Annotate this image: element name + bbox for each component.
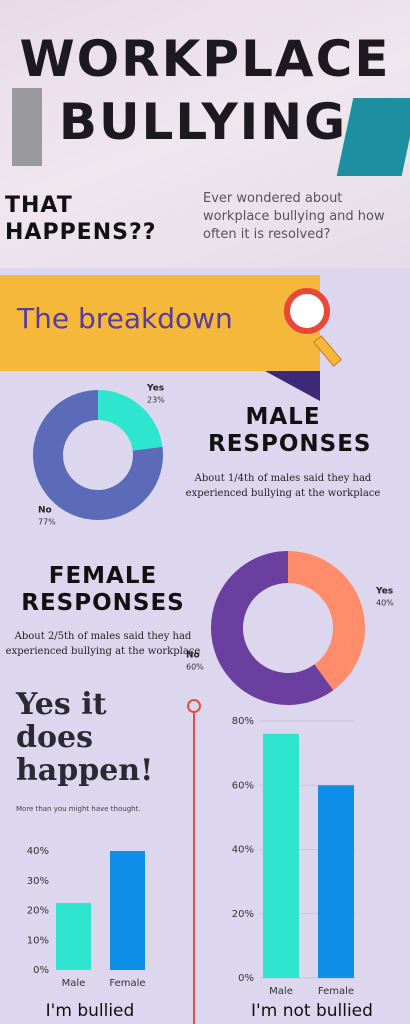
- bar: [318, 785, 354, 978]
- building-icon: [12, 88, 42, 166]
- callout-subtitle: More than you might have thought.: [16, 805, 141, 813]
- slice-value-label: 77%: [38, 518, 56, 527]
- y-tick-label: 80%: [232, 716, 254, 727]
- bar: [110, 851, 145, 970]
- slice-value-label: 40%: [376, 599, 394, 608]
- male-title: MALE RESPONSES: [208, 404, 372, 457]
- slice-label: No: [186, 651, 200, 661]
- slice-value-label: 23%: [147, 396, 165, 405]
- male-description: About 1/4th of males said they had exper…: [185, 473, 381, 499]
- y-tick-label: 60%: [232, 780, 254, 791]
- bar: [56, 903, 91, 970]
- y-tick-label: 40%: [232, 845, 254, 856]
- y-tick-label: 30%: [27, 876, 49, 887]
- y-tick-label: 20%: [232, 909, 254, 920]
- female-title: FEMALE RESPONSES: [21, 563, 185, 616]
- bar: [263, 733, 299, 978]
- title-line2: BULLYING: [58, 93, 348, 151]
- banner-bg: [0, 275, 320, 371]
- x-tick-label: Male: [269, 986, 293, 997]
- x-tick-label: Female: [318, 986, 354, 997]
- y-tick-label: 40%: [27, 846, 49, 857]
- slice-label: Yes: [375, 587, 393, 597]
- magnifier: [284, 288, 330, 334]
- donut-slice: [33, 390, 163, 520]
- divider-line: [193, 705, 195, 1024]
- divider-dot: [187, 699, 201, 713]
- slice-label: No: [38, 506, 52, 516]
- banner-fold: [265, 371, 320, 401]
- slice-value-label: 60%: [186, 663, 204, 672]
- donut-slice: [288, 551, 365, 691]
- y-tick-label: 10%: [27, 935, 49, 946]
- question: Ever wondered about workplace bullying a…: [203, 191, 385, 242]
- banner-text: The breakdown: [17, 302, 233, 335]
- donut-slice: [98, 390, 163, 451]
- y-tick-label: 20%: [27, 906, 49, 917]
- chart-title: I'm bullied: [46, 1001, 135, 1021]
- y-tick-label: 0%: [238, 973, 254, 984]
- tagline: THAT HAPPENS??: [5, 193, 157, 245]
- donut-slice: [210, 551, 334, 705]
- y-tick-label: 0%: [33, 965, 49, 976]
- title-line1: WORKPLACE: [19, 30, 391, 88]
- header-bg: [0, 0, 410, 268]
- x-tick-label: Male: [62, 978, 86, 989]
- x-tick-label: Female: [109, 978, 145, 989]
- chart-title: I'm not bullied: [251, 1001, 373, 1021]
- slice-label: Yes: [146, 384, 164, 394]
- female-description: About 2/5th of males said they had exper…: [5, 631, 201, 657]
